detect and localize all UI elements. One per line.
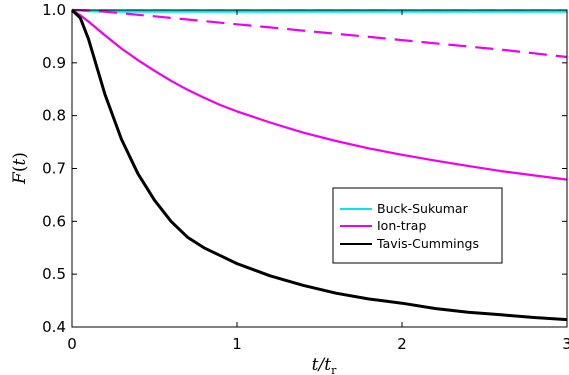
plot-lines — [70, 8, 568, 322]
y-tick-labels: 0.4 0.5 0.6 0.7 0.8 0.9 1.0 — [42, 1, 66, 336]
x-tick-label: 0 — [67, 335, 77, 353]
series-line-3 — [71, 9, 568, 181]
x-tick-label: 3 — [562, 335, 569, 353]
plot-frame — [71, 9, 568, 328]
y-tick-label: 0.7 — [42, 160, 66, 178]
y-tick-label: 0.9 — [42, 54, 66, 72]
y-tick-label: 0.4 — [42, 318, 66, 336]
legend-label-tavis-cummings: Tavis-Cummings — [376, 236, 479, 251]
y-tick-label: 0.5 — [42, 265, 66, 283]
legend-label-ion-trap: Ion-trap — [377, 218, 426, 233]
axis-ticks — [71, 9, 568, 328]
legend: Buck-Sukumar Ion-trap Tavis-Cummings — [332, 187, 503, 264]
y-tick-label: 0.8 — [42, 107, 66, 125]
y-axis-label: F(t) — [10, 152, 30, 185]
series-line-4 — [71, 8, 568, 59]
x-axis-label: t/tr — [312, 355, 337, 375]
x-tick-labels: 0 1 2 3 — [67, 335, 569, 353]
y-tick-label: 1.0 — [42, 1, 66, 19]
y-tick-label: 0.6 — [42, 212, 66, 230]
legend-label-buck-sukumar: Buck-Sukumar — [377, 201, 469, 216]
x-tick-label: 2 — [397, 335, 407, 353]
x-tick-label: 1 — [232, 335, 242, 353]
series-line-5 — [70, 8, 568, 322]
